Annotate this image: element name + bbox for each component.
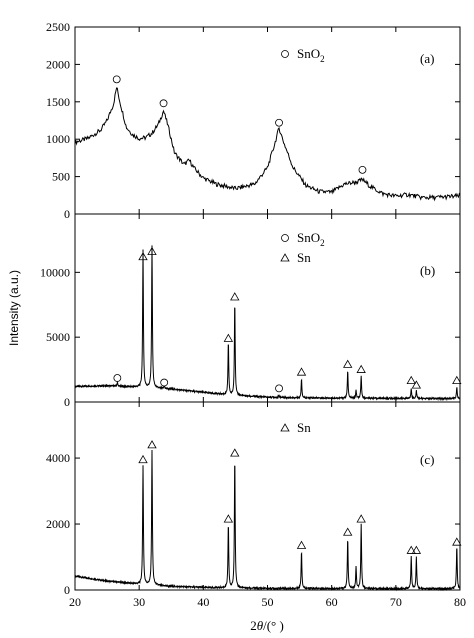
panel-label: (c) bbox=[420, 452, 434, 467]
legend-entry-subscript: 2 bbox=[320, 54, 325, 64]
sn-peak-marker bbox=[406, 375, 416, 385]
sn-peak-marker bbox=[452, 375, 462, 385]
legend-entry: Sn bbox=[297, 250, 311, 265]
x-tick-label: 50 bbox=[262, 595, 274, 609]
sn-peak-marker bbox=[138, 454, 148, 464]
panel-frame bbox=[74, 213, 461, 403]
sn-peak-marker bbox=[356, 514, 366, 523]
panel-3: 0 2000 4000 Sn (c) bbox=[46, 401, 462, 597]
y-tick-label: 500 bbox=[52, 170, 70, 184]
panel-2: 0 5000 10000 SnO2 Sn (b) bbox=[40, 213, 462, 409]
x-axis-title-prefix: 2 bbox=[250, 618, 257, 633]
legend-triangle-marker bbox=[280, 253, 290, 262]
sno2-peak-marker bbox=[113, 374, 122, 382]
sno2-peak-marker bbox=[112, 75, 121, 84]
x-tick-label: 80 bbox=[454, 595, 466, 609]
x-tick-label: 30 bbox=[133, 595, 145, 609]
sno2-peak-marker bbox=[160, 378, 169, 387]
legend-entry-text: SnO bbox=[297, 46, 320, 61]
sn-peak-marker bbox=[356, 364, 366, 373]
sn-peak-marker bbox=[411, 545, 422, 554]
sn-peak-marker bbox=[296, 367, 307, 376]
legend-entry: SnO2 bbox=[297, 230, 325, 248]
y-tick-label: 0 bbox=[64, 207, 70, 221]
legend-entry: Sn bbox=[297, 420, 311, 435]
sno2-peak-marker bbox=[358, 165, 367, 174]
y-tick-label: 10000 bbox=[40, 265, 70, 279]
x-axis-title-suffix: /(° ) bbox=[263, 618, 284, 633]
legend-entry: SnO2 bbox=[297, 46, 325, 64]
sn-peak-marker bbox=[411, 380, 422, 389]
y-tick-label: 0 bbox=[64, 583, 70, 597]
legend-entry-subscript: 2 bbox=[320, 238, 325, 248]
panel-frame bbox=[74, 401, 461, 591]
sn-peak-marker bbox=[223, 333, 234, 342]
panel-frame bbox=[74, 26, 461, 215]
sno2-peak-marker bbox=[159, 99, 168, 108]
y-tick-label: 5000 bbox=[46, 330, 70, 344]
sno2-peak-marker bbox=[275, 384, 283, 393]
sn-peak-marker bbox=[147, 246, 157, 255]
legend-entry-text: SnO bbox=[297, 230, 320, 245]
sn-peak-marker bbox=[230, 292, 240, 301]
xrd-series-line bbox=[74, 245, 461, 402]
sn-peak-marker bbox=[343, 527, 353, 536]
panel-label: (b) bbox=[420, 263, 435, 278]
x-tick-label: 40 bbox=[197, 595, 209, 609]
y-tick-label: 2000 bbox=[46, 57, 70, 71]
xrd-series-line bbox=[74, 87, 461, 202]
xrd-series-line bbox=[74, 449, 461, 592]
y-tick-label: 4000 bbox=[46, 451, 70, 465]
y-tick-label: 0 bbox=[64, 395, 70, 409]
sn-peak-marker bbox=[343, 359, 353, 368]
sn-peak-marker bbox=[296, 540, 307, 549]
y-axis-title: Intensity (a.u.) bbox=[7, 270, 21, 346]
legend-circle-marker bbox=[281, 50, 289, 58]
legend-circle-marker bbox=[281, 234, 289, 242]
x-axis-title-symbol: θ bbox=[257, 618, 264, 633]
y-tick-label: 1500 bbox=[46, 95, 70, 109]
legend-triangle-marker bbox=[280, 423, 290, 432]
y-tick-label: 2000 bbox=[46, 517, 70, 531]
sno2-peak-marker bbox=[275, 118, 283, 127]
x-tick-label: 60 bbox=[326, 595, 338, 609]
sn-peak-marker bbox=[147, 440, 157, 449]
sn-peak-marker bbox=[223, 514, 234, 523]
y-tick-label: 1000 bbox=[46, 132, 70, 146]
sn-peak-marker bbox=[452, 537, 462, 546]
sn-peak-marker bbox=[138, 251, 148, 261]
legend-entry-text: Sn bbox=[297, 420, 311, 435]
sn-peak-marker bbox=[230, 448, 240, 457]
y-tick-label: 2500 bbox=[46, 20, 70, 34]
panel-label: (a) bbox=[420, 51, 434, 66]
x-axis-title: 2θ/(° ) bbox=[250, 618, 284, 633]
x-tick-label: 70 bbox=[390, 595, 402, 609]
x-tick-label: 20 bbox=[69, 595, 81, 609]
sn-peak-marker bbox=[406, 545, 416, 554]
panel-1: 0 500 1000 1500 2000 2500 SnO2 (a) bbox=[46, 20, 461, 221]
legend-entry-text: Sn bbox=[297, 250, 311, 265]
